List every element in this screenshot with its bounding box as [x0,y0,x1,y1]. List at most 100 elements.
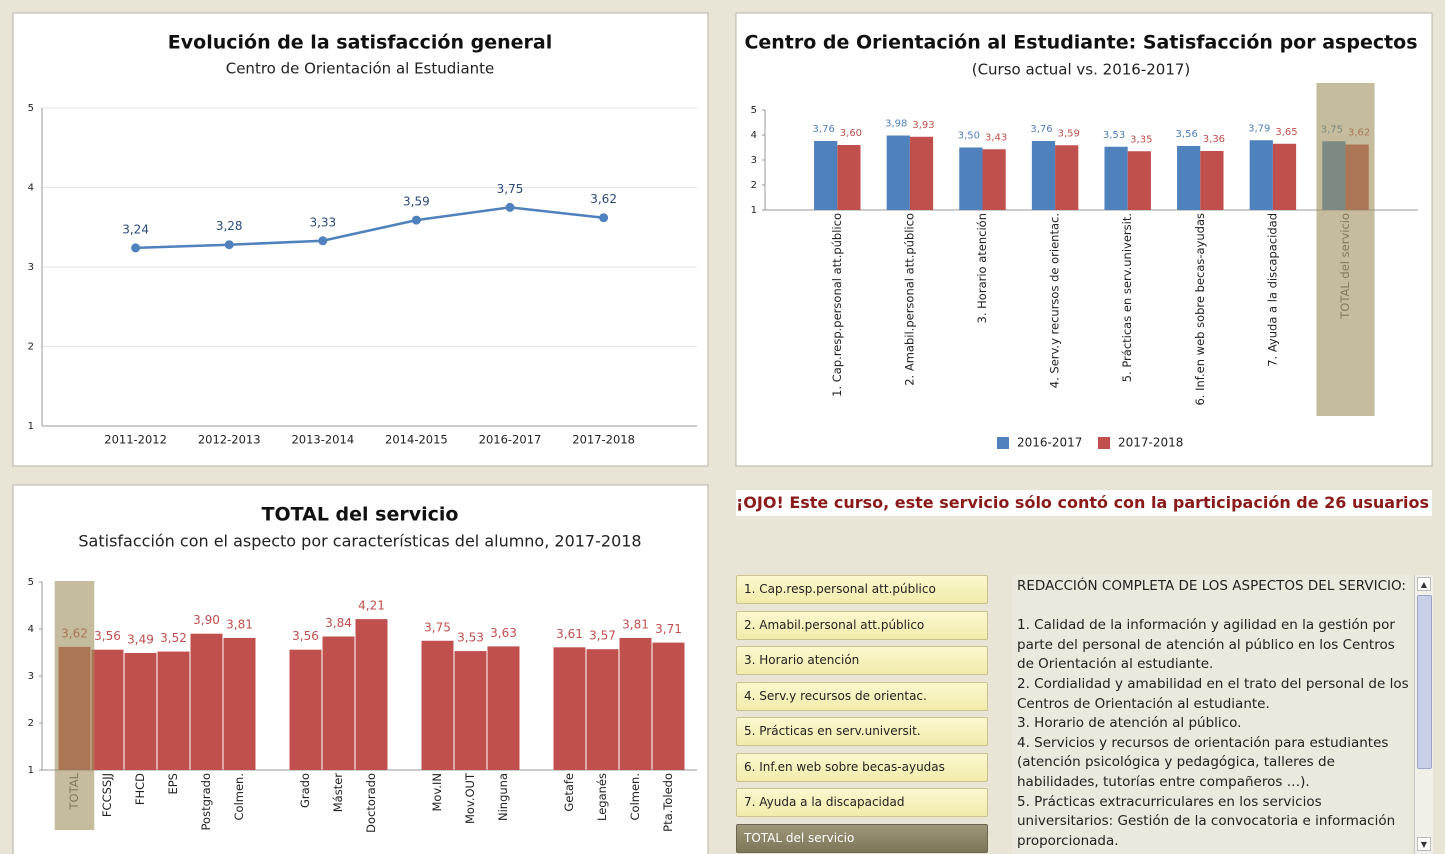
value-label: 3,63 [490,626,517,640]
bar [454,651,487,770]
value-label: 3,36 [1203,134,1225,145]
y-tick-label: 5 [28,103,34,114]
x-tick-label: Máster [331,773,345,813]
bar [886,135,910,210]
bar [190,633,223,770]
aspect-button[interactable]: TOTAL del servicio [736,823,988,853]
bar [1177,146,1201,210]
bar [814,141,838,210]
bar [982,149,1006,210]
aspect-button[interactable]: 3. Horario atención [736,646,988,675]
bar [1055,145,1079,210]
legend-swatch [1098,437,1110,449]
bar [223,637,256,770]
value-label: 3,59 [1058,128,1080,139]
value-label: 3,59 [403,195,430,209]
aspect-button[interactable]: 2. Amabil.personal att.público [736,610,988,640]
x-tick-label: Grado [298,773,312,808]
aspect-button[interactable]: 5. Prácticas en serv.universit. [736,717,988,746]
x-tick-label: 2014-2015 [385,433,448,447]
point [318,236,328,246]
value-label: 3,61 [556,627,583,641]
point [224,240,234,250]
chart-title: TOTAL del servicio [262,504,459,526]
x-tick-label: 2011-2012 [104,433,167,447]
point [411,215,421,225]
chart-subtitle: Centro de Orientación al Estudiante [226,60,495,78]
bar [553,647,586,770]
x-tick-label: 2. Amabil.personal att.público [902,213,916,386]
point [131,243,141,253]
bar [322,636,355,770]
x-tick-label: EPS [166,773,180,795]
scrollbar[interactable]: ▲ ▼ [1414,575,1433,854]
bar [959,147,983,210]
description-item: 2. Cordialidad y amabilidad en el trato … [1017,675,1409,712]
x-tick-label: 6. Inf.en web sobre becas-ayudas [1193,213,1207,406]
value-label: 3,81 [622,617,649,631]
x-tick-label: 1. Cap.resp.personal att.público [830,213,844,397]
aspect-button[interactable]: 7. Ayuda a la discapacidad [736,788,988,817]
warning-banner: ¡OJO! Este curso, este servicio sólo con… [736,490,1432,516]
value-label: 3,75 [497,182,524,196]
point [505,202,515,212]
value-label: 3,33 [309,215,336,229]
y-tick-label: 3 [751,155,757,166]
highlight [1316,83,1375,416]
value-label: 4,21 [358,599,385,613]
y-tick-label: 1 [28,421,34,432]
bar [421,640,454,770]
value-label: 3,28 [216,219,243,233]
x-tick-label: 3. Horario atención [975,213,989,323]
value-label: 3,53 [1103,130,1125,141]
x-tick-label: Ninguna [496,773,510,821]
value-label: 3,65 [1275,127,1297,138]
y-tick-label: 3 [28,262,34,273]
chart-title: Evolución de la satisfacción general [168,32,552,54]
y-tick-label: 1 [751,205,757,216]
value-label: 3,56 [292,629,319,643]
description-item: 3. Horario de atención al público. [1017,715,1242,732]
x-tick-label: 7. Ayuda a la discapacidad [1265,213,1279,367]
x-tick-label: Leganés [595,773,609,821]
bar [487,646,520,770]
x-tick-label: Postgrado [199,773,213,830]
value-label: 3,81 [226,617,253,631]
bar [355,619,388,770]
scroll-thumb[interactable] [1417,595,1432,769]
bar [289,649,322,770]
x-tick-label: Pta.Toledo [661,773,675,832]
bar [124,652,157,770]
chart-subtitle: (Curso actual vs. 2016-2017) [972,61,1191,79]
scroll-up[interactable]: ▲ [1417,577,1431,591]
bar [1031,141,1056,210]
bar [1200,151,1224,210]
value-label: 3,60 [840,128,862,139]
y-tick-label: 5 [751,105,757,116]
aspect-button[interactable]: 6. Inf.en web sobre becas-ayudas [736,752,988,782]
x-tick-label: Colmen. [232,773,246,820]
y-tick-label: 4 [751,130,757,141]
bar [1272,143,1297,210]
y-tick-label: 2 [28,718,34,729]
value-label: 3,35 [1130,134,1152,145]
bar [157,651,190,770]
scroll-down[interactable]: ▼ [1417,837,1431,851]
value-label: 3,79 [1248,123,1270,134]
y-tick-label: 3 [28,671,34,682]
description: REDACCIÓN COMPLETA DE LOS ASPECTOS DEL S… [1012,575,1412,854]
aspect-button[interactable]: 1. Cap.resp.personal att.público [736,575,988,604]
bar [652,642,685,770]
description-item: 5. Prácticas extracurriculares en los se… [1017,793,1396,849]
y-tick-label: 2 [751,180,757,191]
bar [91,649,124,770]
x-tick-label: 2017-2018 [572,433,635,447]
value-label: 3,75 [424,620,451,634]
aspect-button[interactable]: 4. Serv.y recursos de orientac. [736,681,988,711]
value-label: 3,52 [160,631,187,645]
value-label: 3,71 [655,622,682,636]
x-tick-label: 2016-2017 [479,433,542,447]
panel [12,12,709,467]
